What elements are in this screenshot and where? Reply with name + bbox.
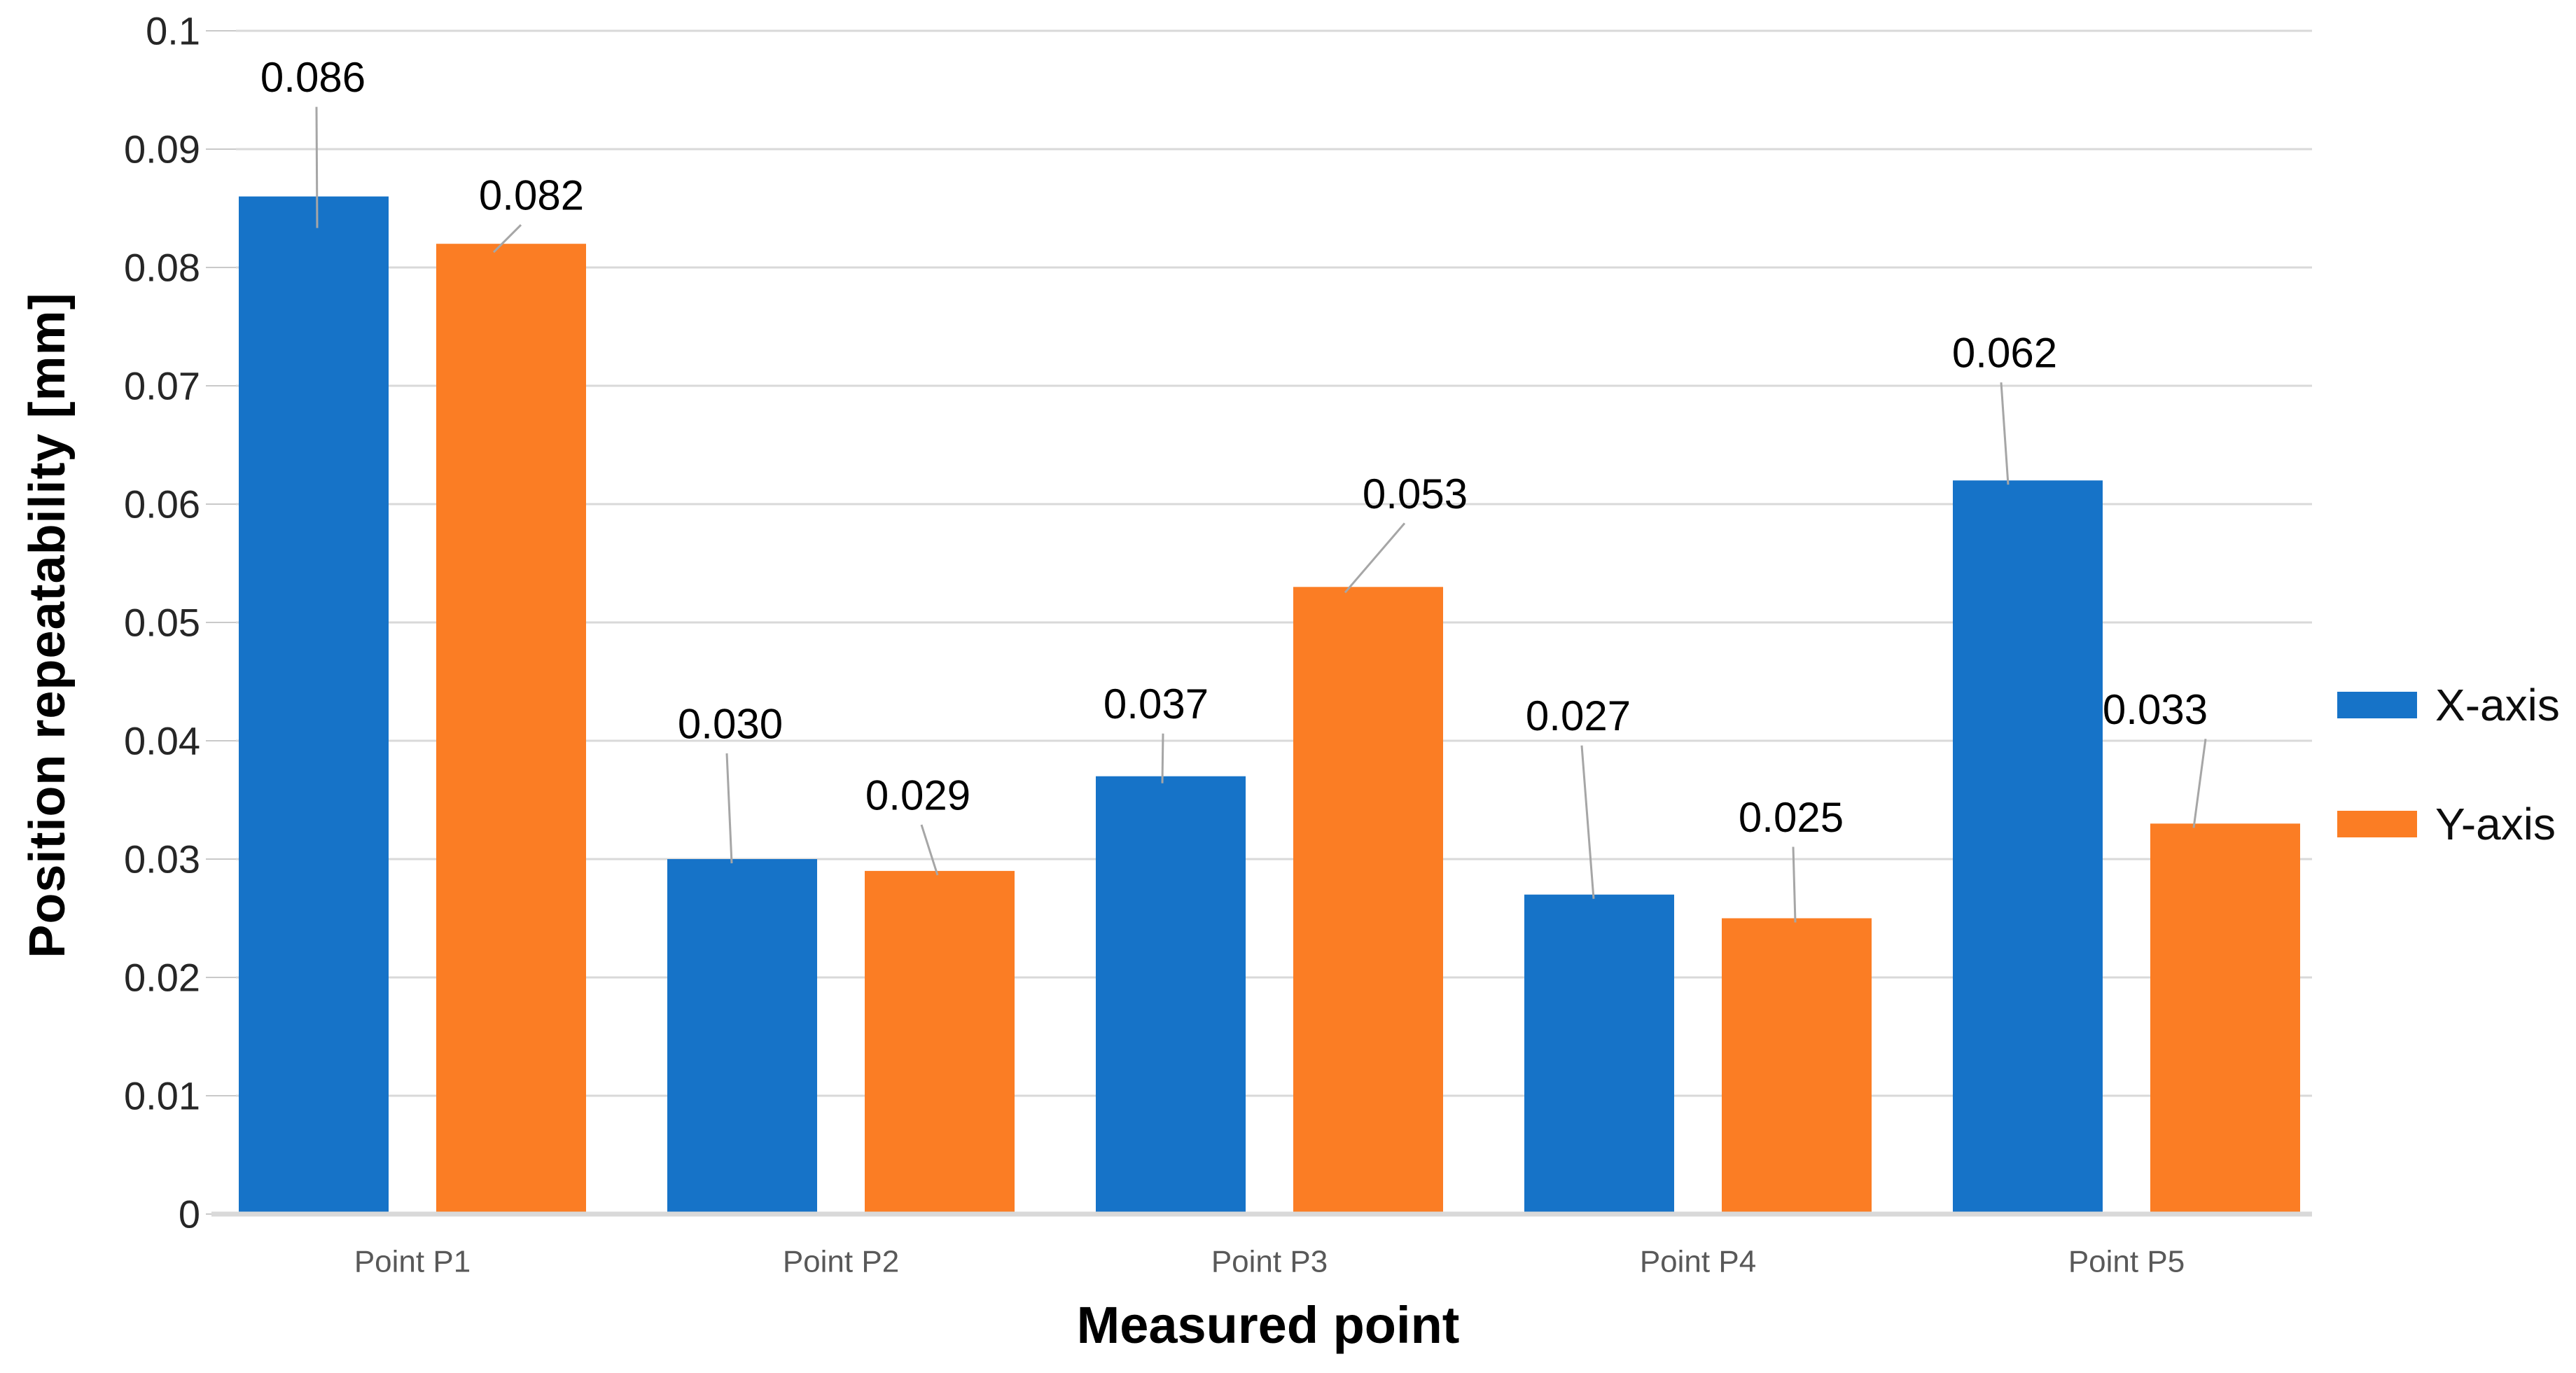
legend-swatch-x-axis (2337, 692, 2417, 718)
data-label: 0.062 (1952, 330, 2057, 377)
legend-entry-x-axis: X-axis (2337, 679, 2560, 731)
y-tick-label: 0.04 (124, 719, 200, 763)
legend: X-axis Y-axis (2337, 679, 2560, 850)
y-tick-label: 0.08 (124, 246, 200, 290)
leader-line (1161, 733, 1164, 783)
data-label: 0.033 (2103, 686, 2208, 733)
bar-x-axis-p2 (667, 859, 817, 1214)
bar-x-axis-p4 (1524, 894, 1674, 1214)
leader-line (492, 224, 522, 253)
y-tick-label: 0.05 (124, 601, 200, 645)
data-label: 0.030 (678, 701, 783, 748)
legend-label-x-axis: X-axis (2435, 680, 2560, 730)
y-axis-title: Position repeatability [mm] (20, 292, 76, 959)
data-label: 0.082 (479, 172, 584, 219)
y-tick-label: 0.1 (146, 9, 200, 53)
y-tick-label: 0.09 (124, 127, 200, 172)
category-label: Point P3 (1211, 1245, 1328, 1279)
data-label: 0.086 (260, 54, 365, 101)
bar-y-axis-p5 (2150, 823, 2300, 1214)
bar-x-axis-p5 (1953, 480, 2103, 1215)
y-tick-label: 0.07 (124, 364, 200, 408)
y-tick-label: 0.02 (124, 956, 200, 1000)
category-label: Point P2 (783, 1245, 899, 1279)
category-label: Point P5 (2068, 1245, 2185, 1279)
leader-line (2192, 739, 2207, 828)
legend-entry-y-axis: Y-axis (2337, 798, 2560, 850)
data-label: 0.037 (1103, 681, 1209, 727)
x-axis-title: Measured point (1076, 1296, 1460, 1354)
legend-label-y-axis: Y-axis (2435, 799, 2556, 849)
bar-y-axis-p3 (1293, 587, 1443, 1214)
leader-line (725, 753, 733, 864)
leader-line (1792, 846, 1797, 923)
leader-line (920, 824, 939, 876)
data-label: 0.029 (865, 772, 970, 818)
legend-swatch-y-axis (2337, 811, 2417, 837)
bar-x-axis-p3 (1096, 776, 1246, 1214)
bar-y-axis-p1 (436, 244, 586, 1215)
category-label: Point P1 (354, 1245, 471, 1279)
bar-y-axis-p2 (865, 870, 1015, 1214)
y-tick-label: 0 (179, 1192, 200, 1236)
leader-line (2000, 382, 2010, 485)
bar-y-axis-p4 (1722, 918, 1872, 1214)
bar-x-axis-p1 (239, 196, 389, 1215)
leader-line (1344, 522, 1406, 594)
data-label: 0.027 (1526, 692, 1631, 739)
leader-line (1580, 745, 1595, 899)
data-label: 0.053 (1363, 471, 1468, 517)
y-tick-label: 0.03 (124, 837, 200, 881)
category-label: Point P4 (1640, 1245, 1756, 1279)
y-tick-label: 0.01 (124, 1074, 200, 1118)
y-tick-label: 0.06 (124, 482, 200, 527)
leader-line (315, 106, 319, 228)
data-label: 0.025 (1739, 794, 1844, 841)
